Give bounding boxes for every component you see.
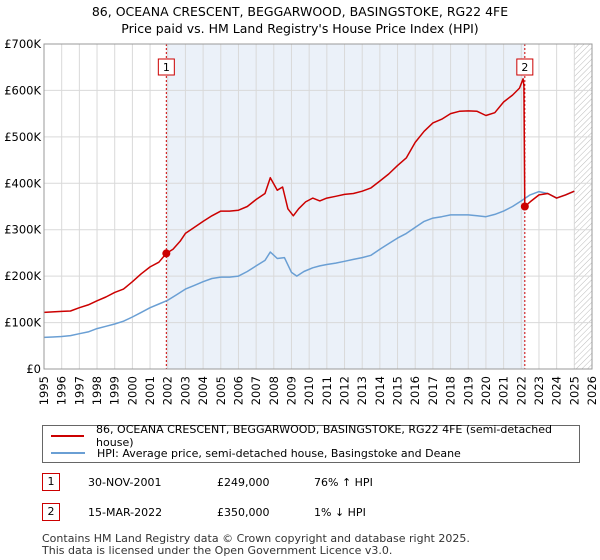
transaction-hpi: 1% ↓ HPI — [314, 506, 366, 519]
sale-marker-box — [157, 58, 175, 76]
y-tick-label: £100K — [4, 316, 41, 330]
x-tick-label: 2000 — [125, 376, 139, 405]
sale-marker-label: 2 — [516, 58, 534, 76]
sale-marker-label: 1 — [157, 58, 175, 76]
x-tick-label: 1996 — [55, 376, 69, 405]
x-tick-label: 2006 — [231, 376, 245, 405]
y-tick-label: £600K — [4, 83, 41, 97]
y-tick-label: £0 — [26, 362, 41, 376]
transaction-price: £249,000 — [217, 476, 270, 489]
x-tick-label: 2016 — [408, 376, 422, 405]
x-tick-label: 2005 — [214, 376, 228, 405]
y-tick-label: £300K — [4, 223, 41, 237]
x-tick-label: 2012 — [338, 376, 352, 405]
x-tick-label: 2014 — [373, 376, 387, 405]
x-tick-label: 2008 — [267, 376, 281, 405]
transaction-number: 2 — [42, 503, 60, 521]
x-tick-label: 2015 — [391, 376, 405, 405]
x-tick-label: 2019 — [461, 376, 475, 405]
x-tick-label: 2026 — [585, 376, 599, 405]
y-tick-label: £500K — [4, 130, 41, 144]
transaction-date: 30-NOV-2001 — [88, 476, 162, 489]
x-tick-label: 2018 — [444, 376, 458, 405]
x-tick-label: 2001 — [143, 376, 157, 405]
price-chart: £0 £100K £200K £300K £400K £500K £600K £700K 199… — [4, 37, 599, 405]
x-tick-label: 2017 — [426, 376, 440, 405]
plot-frame — [43, 43, 593, 370]
projection-hatch — [574, 44, 592, 369]
sale-marker-box — [516, 58, 534, 76]
legend-label-hpi: HPI: Average price, semi-detached house,… — [97, 446, 461, 460]
transaction-price: £350,000 — [217, 506, 270, 519]
sale-point — [162, 249, 171, 258]
property-series-line — [43, 78, 575, 314]
legend-swatch-hpi — [51, 452, 85, 454]
sale-marker-number: 1 — [163, 61, 170, 74]
x-tick-label: 2022 — [514, 376, 528, 405]
x-tick-label: 2003 — [178, 376, 192, 405]
legend-label-property: 86, OCEANA CRESCENT, BEGGARWOOD, BASINGS… — [96, 423, 552, 449]
chart-title-line1: 86, OCEANA CRESCENT, BEGGARWOOD, BASINGS… — [91, 4, 509, 19]
x-tick-label: 2010 — [302, 376, 316, 405]
x-tick-label: 2020 — [479, 376, 493, 405]
x-tick-label: 2007 — [249, 376, 263, 405]
y-tick-label: £400K — [4, 176, 41, 190]
legend-swatch-property — [51, 435, 85, 437]
x-tick-label: 2004 — [196, 376, 210, 405]
x-tick-label: 2013 — [355, 376, 369, 405]
chart-legend: 86, OCEANA CRESCENT, BEGGARWOOD, BASINGS… — [42, 423, 580, 463]
x-tick-label: 2011 — [320, 376, 334, 405]
x-tick-label: 2025 — [567, 376, 581, 405]
sale-period-band — [166, 44, 525, 369]
x-tick-label: 2002 — [161, 376, 175, 405]
x-tick-label: 1997 — [72, 376, 86, 405]
sale-marker-number: 2 — [521, 61, 528, 74]
legend-item-hpi: HPI: Average price, semi-detached house,… — [51, 445, 461, 461]
sale-point — [520, 202, 529, 211]
x-tick-label: 2024 — [550, 376, 564, 405]
footer-copyright: Contains HM Land Registry data © Crown c… — [42, 532, 470, 545]
footer-licence: This data is licensed under the Open Gov… — [42, 544, 393, 557]
chart-title-line2: Price paid vs. HM Land Registry's House … — [121, 21, 479, 36]
x-tick-label: 1999 — [108, 376, 122, 405]
x-tick-label: 1998 — [90, 376, 104, 405]
transaction-date: 15-MAR-2022 — [88, 506, 163, 519]
hpi-series-line — [43, 190, 575, 339]
transaction-hpi: 76% ↑ HPI — [314, 476, 373, 489]
y-tick-label: £700K — [4, 37, 41, 51]
transaction-number: 1 — [42, 473, 60, 491]
y-tick-label: £200K — [4, 269, 41, 283]
x-tick-label: 2009 — [284, 376, 298, 405]
x-tick-label: 2021 — [497, 376, 511, 405]
x-tick-label: 1995 — [37, 376, 51, 405]
x-tick-label: 2023 — [532, 376, 546, 405]
legend-item-property: 86, OCEANA CRESCENT, BEGGARWOOD, BASINGS… — [51, 423, 579, 449]
